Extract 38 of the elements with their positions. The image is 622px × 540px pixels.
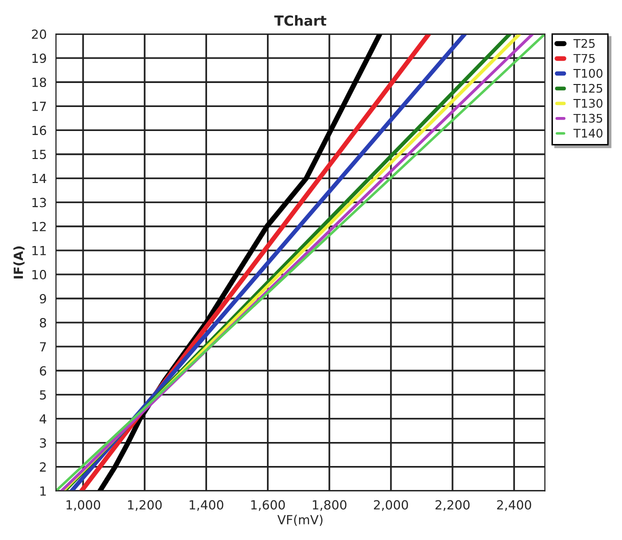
legend-label: T135 [573,114,602,123]
legend-label: T25 [573,38,595,48]
legend-label: T125 [573,84,602,93]
y-tick-label: 20 [32,29,46,39]
y-tick-label: 16 [32,126,46,136]
chart-title: TChart [274,15,326,26]
y-tick-label: 14 [32,174,46,184]
legend-label: T75 [573,54,595,63]
x-tick-label: 2,000 [374,500,408,511]
y-tick-label: 10 [32,270,46,280]
y-tick-label: 11 [32,246,46,256]
x-axis-title: VF(mV) [277,514,322,526]
y-tick-label: 2 [40,462,46,472]
y-axis-title: IF(A) [13,246,25,278]
x-tick-label: 1,800 [312,500,346,511]
y-tick-label: 18 [32,78,46,88]
y-tick-label: 3 [40,438,46,448]
x-tick-label: 2,200 [436,500,470,511]
y-tick-label: 8 [40,318,46,328]
y-tick-label: 7 [40,342,46,352]
y-tick-label: 12 [32,222,46,232]
y-tick-label: 13 [32,198,46,208]
x-tick-label: 1,200 [128,500,162,511]
legend-label: T100 [573,68,602,78]
x-tick-label: 1,000 [66,500,100,511]
y-tick-label: 6 [40,366,46,376]
y-tick-label: 9 [40,294,46,304]
y-tick-label: 17 [32,102,46,111]
y-tick-label: 1 [40,486,46,496]
x-tick-label: 1,400 [190,500,224,511]
y-tick-label: 15 [32,150,46,160]
y-tick-label: 4 [40,414,46,424]
x-tick-label: 2,400 [497,500,532,511]
x-tick-label: 1,600 [251,500,285,511]
legend-label: T130 [573,98,602,108]
y-tick-label: 19 [32,54,46,63]
y-tick-label: 5 [40,390,46,400]
legend-label: T140 [573,128,602,138]
